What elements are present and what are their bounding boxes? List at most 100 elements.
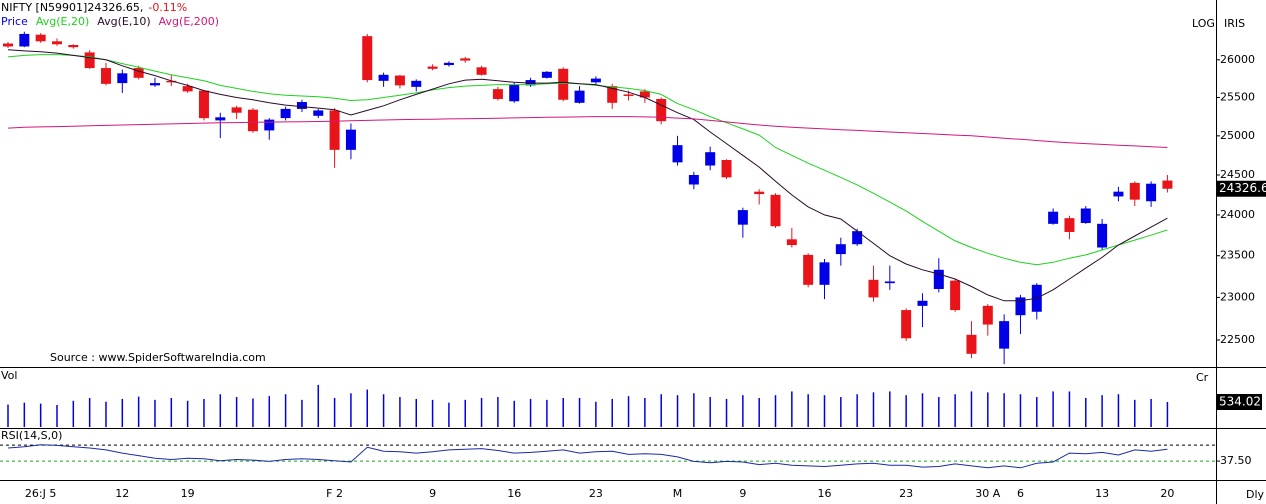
- value-tag: 534.02: [1219, 395, 1261, 409]
- candle-body: [623, 94, 634, 96]
- legend-entry: Avg(E,200): [159, 15, 219, 28]
- source: Source : www.SpiderSoftwareIndia.com: [50, 351, 266, 364]
- candle-body: [378, 74, 389, 81]
- candle-body: [770, 194, 781, 227]
- x-tick-label: 16: [507, 487, 521, 500]
- candle-body: [362, 36, 373, 81]
- candle-body: [1015, 297, 1026, 316]
- candle-body: [215, 117, 226, 121]
- legend-entry: Avg(E,20): [36, 15, 89, 28]
- candle-body: [411, 80, 422, 87]
- y-tick-label: 24000: [1220, 208, 1255, 221]
- candle-body: [590, 78, 601, 83]
- candle-body: [133, 68, 144, 78]
- candle-body: [476, 67, 487, 75]
- candle-body: [247, 109, 258, 132]
- candle-body: [574, 90, 585, 103]
- candle-body: [509, 84, 520, 102]
- candle-body: [1080, 208, 1091, 224]
- candle-body: [901, 310, 912, 339]
- candle-body: [868, 279, 879, 298]
- candle-body: [688, 174, 699, 185]
- y-tick-label: 25000: [1220, 129, 1255, 142]
- x-tick-label: 26:J 5: [25, 487, 56, 500]
- candle-body: [950, 280, 961, 311]
- candle-body: [443, 62, 454, 66]
- candle-body: [1162, 180, 1173, 189]
- x-tick-label: M: [673, 487, 683, 500]
- candle-body: [558, 68, 569, 100]
- x-tick-label: 12: [115, 487, 129, 500]
- x-tick-label: 20: [1160, 487, 1174, 500]
- candle-body: [166, 80, 177, 83]
- candle-body: [966, 334, 977, 354]
- scale-label: LOG: [1192, 17, 1215, 30]
- unit: Cr: [1196, 371, 1209, 384]
- candle-body: [100, 68, 111, 84]
- moving-average: [7, 116, 1168, 148]
- candle-body: [672, 145, 683, 163]
- candle-body: [19, 33, 30, 47]
- candle-body: [313, 110, 324, 116]
- y-tick-label: 26000: [1220, 53, 1255, 66]
- candle-body: [541, 71, 552, 78]
- candle-body: [982, 305, 993, 325]
- candle-body: [607, 86, 618, 103]
- candle-body: [933, 269, 944, 289]
- panel-title: Vol: [1, 369, 17, 382]
- candle-body: [280, 108, 291, 119]
- moving-average: [7, 49, 1168, 302]
- candle-body: [1146, 183, 1157, 202]
- candle-body: [917, 300, 928, 306]
- candle-body: [149, 83, 160, 86]
- candle-body: [1097, 223, 1108, 248]
- x-tick-label: 6: [1017, 487, 1024, 500]
- candle-body: [84, 52, 95, 69]
- candle-body: [427, 66, 438, 69]
- candle-body: [117, 73, 128, 84]
- y-tick-label: 25500: [1220, 90, 1255, 103]
- candle-body: [231, 107, 242, 113]
- y-tick-label: 22500: [1220, 333, 1255, 346]
- price-tag: 24326.6: [1219, 181, 1266, 195]
- candle-body: [345, 129, 356, 150]
- candle-body: [835, 244, 846, 255]
- candle-body: [68, 44, 79, 48]
- candle-body: [35, 34, 46, 42]
- x-tick-label: F 2: [326, 487, 343, 500]
- candle-body: [852, 231, 863, 245]
- period-label: Dly: [1246, 488, 1265, 501]
- x-tick-label: 30 A: [975, 487, 1000, 500]
- legend-entry: Avg(E,10): [97, 15, 150, 28]
- candle-body: [198, 90, 209, 119]
- candle-body: [51, 41, 62, 45]
- x-tick-label: 19: [181, 487, 195, 500]
- candle-body: [884, 281, 895, 284]
- candle-body: [3, 43, 13, 47]
- candle-body: [656, 98, 667, 122]
- candle-body: [721, 160, 732, 178]
- candle-body: [819, 262, 830, 285]
- x-tick-label: 16: [818, 487, 832, 500]
- candle-body: [754, 191, 765, 195]
- candle-body: [460, 58, 471, 61]
- rsi-line: [7, 444, 1168, 469]
- value-tag-bg: [1217, 394, 1262, 411]
- candle-body: [737, 210, 748, 225]
- y-tick-label: 24500: [1220, 168, 1255, 181]
- candle-body: [1129, 182, 1140, 200]
- x-tick-label: 23: [899, 487, 913, 500]
- chart-title: NIFTY [N59901]24326.65,: [1, 1, 143, 14]
- x-tick-label: 13: [1095, 487, 1109, 500]
- x-tick-label: 23: [589, 487, 603, 500]
- candle-body: [296, 102, 307, 109]
- candle-body: [1064, 218, 1075, 232]
- candle-body: [999, 321, 1010, 349]
- x-tick-label: 9: [429, 487, 436, 500]
- candle-body: [182, 86, 193, 92]
- y-tick-label: 23500: [1220, 249, 1255, 262]
- panel-title: RSI(14,S,0): [1, 429, 62, 442]
- price-tag-bg: [1217, 180, 1266, 197]
